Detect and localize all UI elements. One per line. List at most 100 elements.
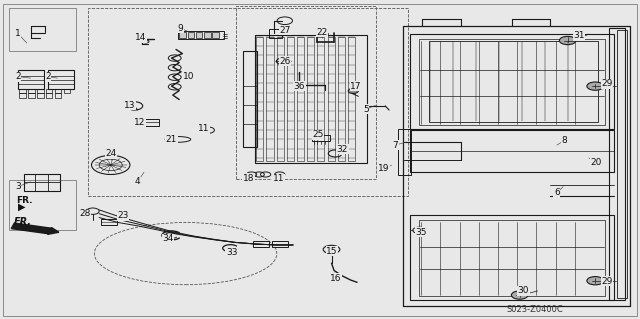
Text: 2: 2 bbox=[15, 72, 20, 81]
Text: 23: 23 bbox=[117, 211, 129, 220]
Text: 9: 9 bbox=[178, 24, 183, 33]
Text: 17: 17 bbox=[350, 82, 362, 91]
Bar bbox=[617, 30, 627, 298]
Bar bbox=[48, 70, 74, 89]
Text: 15: 15 bbox=[326, 247, 338, 256]
Bar bbox=[312, 135, 330, 141]
Bar bbox=[243, 51, 257, 147]
Circle shape bbox=[559, 36, 576, 45]
Text: 36: 36 bbox=[294, 82, 305, 91]
Bar bbox=[9, 8, 76, 51]
Bar bbox=[272, 241, 288, 247]
Bar bbox=[255, 35, 367, 163]
Text: 31: 31 bbox=[573, 31, 585, 40]
Circle shape bbox=[587, 82, 604, 90]
Text: 3: 3 bbox=[15, 182, 20, 191]
Bar bbox=[398, 129, 411, 175]
Bar bbox=[28, 93, 35, 98]
Text: 35: 35 bbox=[415, 228, 427, 237]
Bar bbox=[287, 37, 294, 161]
Bar bbox=[37, 89, 44, 93]
Bar bbox=[410, 215, 614, 300]
Text: 2: 2 bbox=[45, 72, 51, 81]
Text: 25: 25 bbox=[312, 130, 324, 139]
Text: 33: 33 bbox=[226, 249, 237, 257]
Circle shape bbox=[348, 88, 358, 93]
Circle shape bbox=[327, 247, 336, 252]
Text: 12: 12 bbox=[134, 118, 145, 127]
Bar bbox=[178, 31, 224, 39]
Circle shape bbox=[511, 291, 528, 299]
Bar bbox=[266, 37, 273, 161]
Bar bbox=[348, 37, 355, 161]
Circle shape bbox=[587, 277, 604, 285]
Bar bbox=[55, 89, 61, 93]
Bar bbox=[317, 37, 324, 161]
Bar bbox=[18, 70, 44, 89]
Text: 18: 18 bbox=[243, 174, 254, 182]
Text: 6: 6 bbox=[554, 189, 559, 197]
Text: 13: 13 bbox=[124, 101, 136, 110]
Bar bbox=[24, 174, 60, 191]
Bar bbox=[307, 37, 314, 161]
Text: 19: 19 bbox=[378, 164, 390, 173]
Text: 29: 29 bbox=[601, 277, 612, 286]
Bar bbox=[46, 93, 52, 98]
Bar bbox=[276, 37, 284, 161]
Bar bbox=[410, 130, 614, 172]
Bar bbox=[101, 219, 117, 225]
Text: 4: 4 bbox=[135, 177, 140, 186]
Text: 21: 21 bbox=[166, 135, 177, 144]
Bar bbox=[338, 37, 345, 161]
Bar bbox=[256, 37, 264, 161]
Bar bbox=[19, 89, 26, 93]
Bar bbox=[204, 32, 211, 38]
Text: 14: 14 bbox=[135, 33, 147, 42]
Text: 34: 34 bbox=[162, 234, 173, 243]
Bar bbox=[19, 93, 26, 98]
Text: S023-Z0400C: S023-Z0400C bbox=[506, 305, 563, 314]
Text: 29: 29 bbox=[601, 79, 612, 88]
Text: 32: 32 bbox=[337, 145, 348, 154]
Bar bbox=[179, 32, 186, 38]
Bar bbox=[64, 89, 70, 93]
Text: 24: 24 bbox=[105, 149, 116, 158]
Bar bbox=[196, 32, 202, 38]
Bar bbox=[297, 37, 304, 161]
Bar bbox=[609, 28, 625, 300]
Text: 26: 26 bbox=[279, 57, 291, 66]
Text: FR.: FR. bbox=[16, 197, 33, 205]
Text: 10: 10 bbox=[183, 72, 195, 81]
Bar bbox=[9, 180, 76, 230]
Bar bbox=[410, 34, 614, 129]
Text: 27: 27 bbox=[279, 26, 291, 35]
Text: 7: 7 bbox=[393, 141, 398, 150]
Text: 16: 16 bbox=[330, 274, 342, 283]
Bar bbox=[236, 6, 376, 179]
Bar bbox=[37, 93, 44, 98]
Bar bbox=[328, 37, 335, 161]
Bar bbox=[269, 29, 282, 38]
Bar bbox=[419, 220, 605, 296]
Text: 11: 11 bbox=[198, 124, 209, 133]
FancyArrow shape bbox=[12, 223, 59, 234]
Bar bbox=[141, 119, 159, 126]
Text: 8: 8 bbox=[562, 136, 567, 145]
Text: 30: 30 bbox=[518, 286, 529, 295]
Bar bbox=[253, 241, 269, 247]
Text: 28: 28 bbox=[79, 209, 91, 218]
Text: 20: 20 bbox=[591, 158, 602, 167]
Bar bbox=[419, 39, 605, 125]
Text: 22: 22 bbox=[316, 28, 328, 37]
Text: 1: 1 bbox=[15, 29, 20, 38]
Text: 11: 11 bbox=[273, 174, 284, 183]
Bar bbox=[55, 93, 61, 98]
Bar bbox=[188, 32, 194, 38]
Bar bbox=[88, 8, 408, 196]
Bar bbox=[46, 89, 52, 93]
Text: FR.: FR. bbox=[14, 217, 32, 227]
Bar bbox=[320, 33, 328, 36]
Bar bbox=[28, 89, 35, 93]
Bar bbox=[212, 32, 219, 38]
Text: $\blacktriangleright$: $\blacktriangleright$ bbox=[16, 202, 28, 213]
